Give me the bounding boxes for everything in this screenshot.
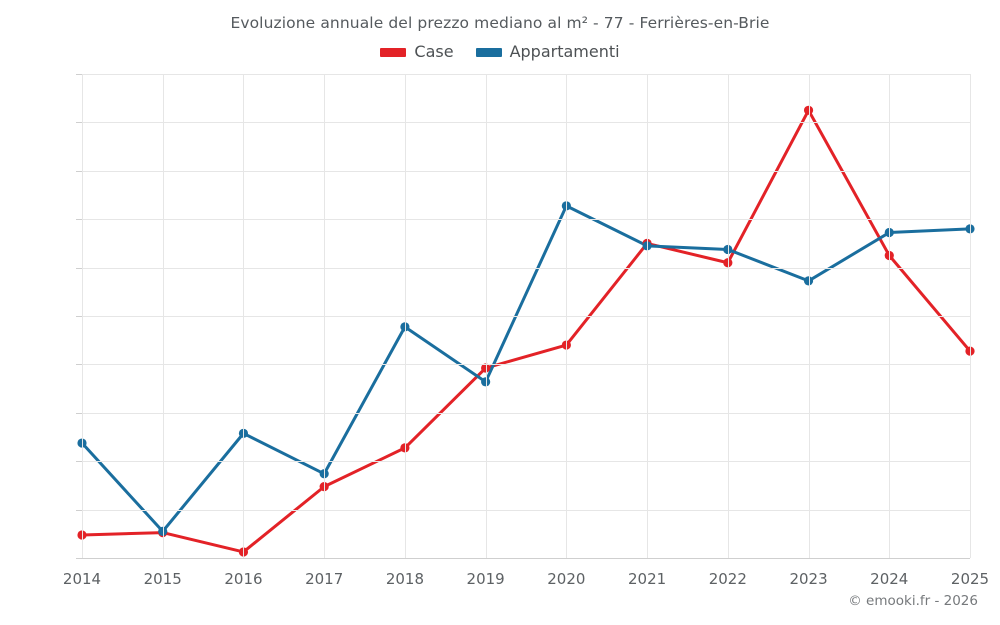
credit-text: © emooki.fr - 2026 <box>848 593 978 609</box>
legend-swatch-case <box>380 47 407 57</box>
gridline-vertical <box>162 74 164 558</box>
legend-item-appartamenti[interactable]: Appartamenti <box>475 42 620 61</box>
gridline-vertical <box>485 74 487 558</box>
legend-label-appartamenti: Appartamenti <box>509 42 620 61</box>
x-axis-label: 2021 <box>627 570 667 588</box>
gridline-vertical <box>647 74 649 558</box>
y-axis-tick <box>76 219 82 221</box>
x-axis-label: 2022 <box>708 570 747 588</box>
x-axis-label: 2019 <box>466 570 505 588</box>
legend-item-case[interactable]: Case <box>380 42 454 61</box>
chart-title: Evoluzione annuale del prezzo mediano al… <box>230 14 770 32</box>
x-axis-label: 2025 <box>950 570 990 588</box>
legend-swatch-appartamenti <box>475 47 502 57</box>
y-axis-tick <box>76 364 82 366</box>
gridline-vertical <box>727 74 729 558</box>
gridline-vertical <box>889 74 891 558</box>
y-axis-tick <box>76 170 82 172</box>
gridline-horizontal <box>82 461 970 463</box>
x-axis-label: 2023 <box>789 570 828 588</box>
legend-label-case: Case <box>414 42 454 61</box>
gridline-vertical <box>243 74 245 558</box>
gridline-vertical <box>808 74 810 558</box>
x-axis-label: 2018 <box>385 570 424 588</box>
y-axis-tick <box>76 74 82 75</box>
x-axis-label: 2024 <box>870 570 909 588</box>
gridline-horizontal <box>82 558 970 559</box>
x-axis-label: 2020 <box>547 570 586 588</box>
x-axis-label: 2015 <box>143 570 182 588</box>
gridline-horizontal <box>82 219 970 221</box>
y-axis-tick <box>76 122 82 124</box>
gridline-vertical <box>404 74 406 558</box>
gridline-horizontal <box>82 509 970 511</box>
y-axis-tick <box>76 412 82 414</box>
x-axis-label: 2016 <box>224 570 263 588</box>
gridline-horizontal <box>82 122 970 124</box>
x-axis-label: 2014 <box>62 570 102 588</box>
chart-legend: Case Appartamenti <box>0 44 1000 60</box>
y-axis-tick <box>76 509 82 511</box>
gridline-vertical <box>82 74 83 558</box>
gridline-horizontal <box>82 412 970 414</box>
gridline-horizontal <box>82 170 970 172</box>
y-axis-tick <box>76 461 82 463</box>
gridline-horizontal <box>82 267 970 269</box>
gridline-horizontal <box>82 364 970 366</box>
series-line-appartamenti <box>80 204 972 533</box>
series-line-case <box>80 108 972 554</box>
gridline-vertical <box>970 74 971 558</box>
gridline-vertical <box>566 74 568 558</box>
y-axis-tick <box>76 267 82 269</box>
gridline-vertical <box>324 74 326 558</box>
gridline-horizontal <box>82 74 970 75</box>
y-axis-tick <box>76 558 82 559</box>
gridline-horizontal <box>82 316 970 317</box>
x-axis-label: 2017 <box>305 570 344 588</box>
y-axis-tick <box>76 316 82 317</box>
plot-area: 5 200 €5 000 €4 800 €4 600 €4 400 €4 200… <box>63 74 989 588</box>
